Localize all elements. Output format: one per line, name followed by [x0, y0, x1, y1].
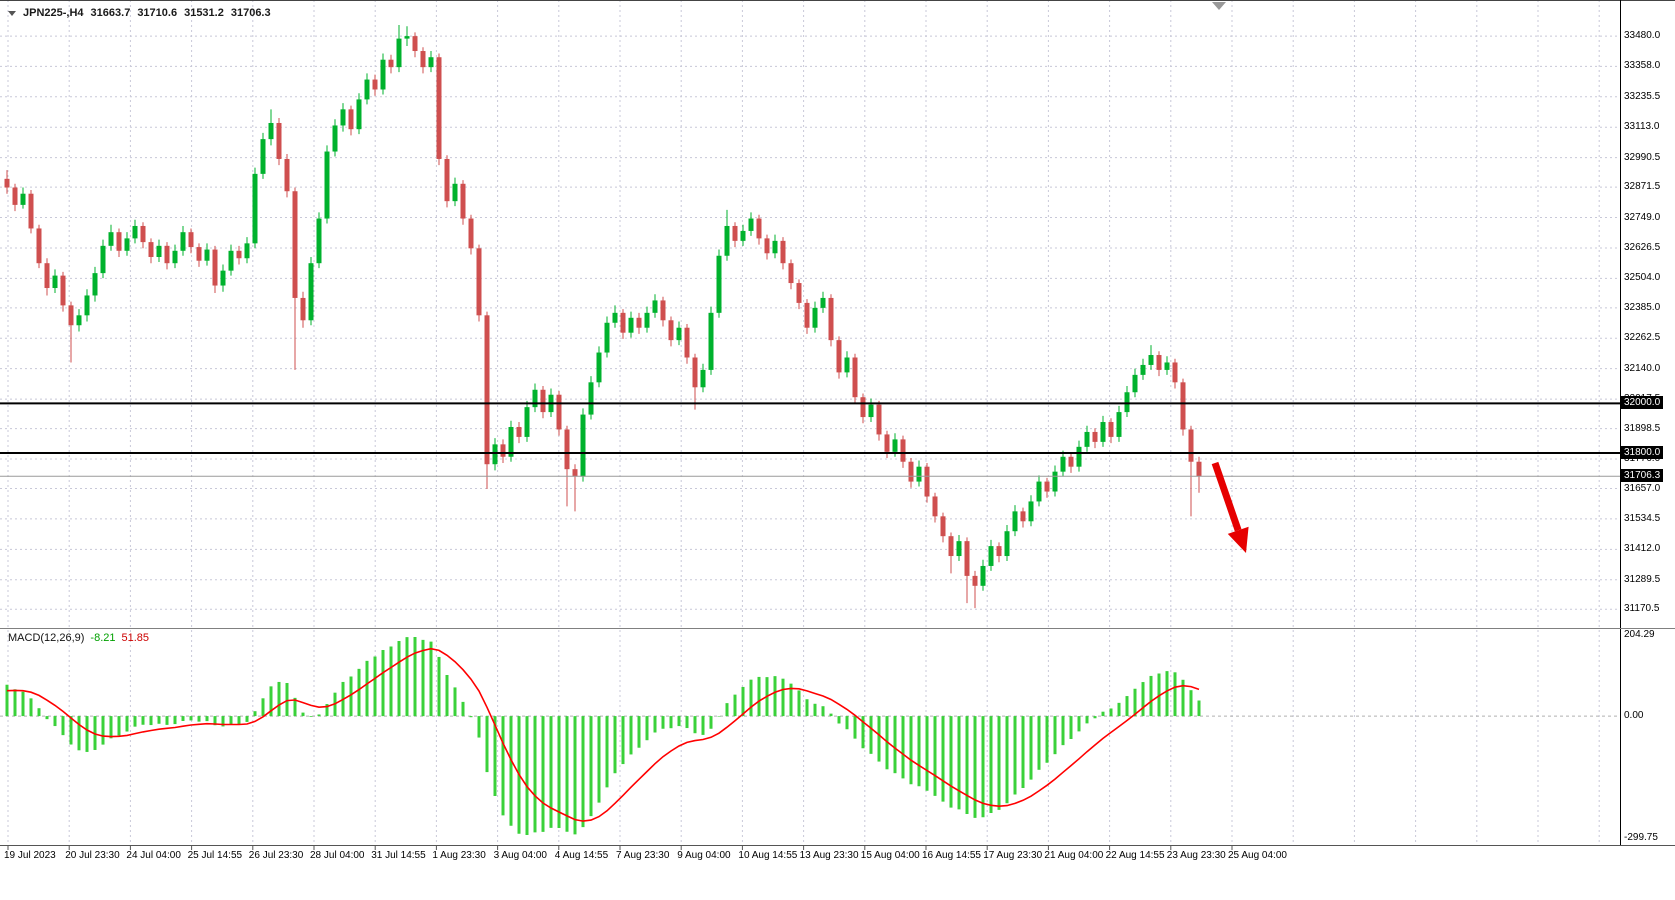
time-axis-label: 24 Jul 04:00 — [126, 850, 181, 861]
time-axis-label: 19 Jul 2023 — [4, 850, 56, 861]
price-axis-label: 33358.0 — [1624, 60, 1661, 72]
symbol-dropdown-icon[interactable] — [8, 10, 16, 16]
time-axis-label: 4 Aug 14:55 — [554, 850, 609, 861]
symbol-ohlc-header: JPN225-,H4 31663.7 31710.6 31531.2 31706… — [8, 7, 271, 19]
price-axis-label: 31898.5 — [1624, 422, 1661, 434]
time-axis-label: 20 Jul 23:30 — [65, 850, 120, 861]
macd-signal-value: 51.85 — [121, 632, 150, 644]
time-axis[interactable]: 19 Jul 2023 20 Jul 23:30 24 Jul 04:00 25 Ju… — [0, 845, 1675, 869]
panel-borders — [0, 0, 1675, 850]
ohlc-close-value: 31706.3 — [230, 7, 271, 19]
price-axis-label: 31657.0 — [1624, 482, 1661, 494]
time-axis-label: 7 Aug 23:30 — [616, 850, 670, 861]
time-axis-label: 16 Aug 14:55 — [922, 850, 981, 861]
time-axis-label: 9 Aug 04:00 — [677, 850, 731, 861]
macd-indicator-label: MACD(12,26,9) -8.21 51.85 — [8, 632, 149, 644]
price-axis-label: 32871.5 — [1624, 181, 1661, 193]
time-axis-label: 23 Aug 23:30 — [1166, 850, 1226, 861]
price-axis-label: 33113.0 — [1624, 121, 1660, 133]
price-axis-label: 32140.0 — [1624, 362, 1661, 374]
chart-shift-marker-icon — [1212, 2, 1226, 10]
price-axis-label: 33235.5 — [1624, 90, 1661, 102]
price-axis-label: 32990.5 — [1624, 151, 1661, 163]
symbol-timeframe-label: JPN225-,H4 — [23, 7, 84, 19]
price-axis[interactable]: 33480.0 33358.0 33235.5 33113.0 32990.5 32871… — [1620, 0, 1675, 845]
time-axis-label: 17 Aug 23:30 — [983, 850, 1043, 861]
time-axis-label: 25 Aug 04:00 — [1228, 850, 1287, 861]
time-axis-label: 13 Aug 23:30 — [799, 850, 859, 861]
macd-axis-label: -299.75 — [1624, 832, 1658, 843]
price-axis-label: 32626.5 — [1624, 241, 1661, 253]
price-axis-label: 32504.0 — [1624, 272, 1661, 284]
price-axis-label: 31289.5 — [1624, 573, 1661, 585]
time-axis-label: 31 Jul 14:55 — [371, 850, 426, 861]
macd-main-value: -8.21 — [90, 632, 116, 644]
time-axis-label: 15 Aug 04:00 — [860, 850, 920, 861]
time-axis-label: 25 Jul 14:55 — [187, 850, 243, 861]
macd-axis-label: 204.29 — [1624, 629, 1655, 640]
grid-layer — [0, 0, 1620, 845]
horizontal-level-lines[interactable] — [0, 402, 1620, 455]
price-axis-label: 31534.5 — [1624, 512, 1661, 524]
macd-axis-label: 0.00 — [1624, 710, 1644, 722]
time-axis-label: 26 Jul 23:30 — [248, 850, 304, 861]
price-axis-label: 31170.5 — [1624, 603, 1660, 615]
time-axis-label: 10 Aug 14:55 — [738, 850, 798, 861]
price-axis-label: 32262.5 — [1624, 332, 1661, 344]
ohlc-open-value: 31663.7 — [90, 7, 131, 19]
time-axis-label: 1 Aug 23:30 — [432, 850, 486, 861]
ohlc-high-value: 31710.6 — [137, 7, 178, 19]
macd-histogram — [5, 637, 1201, 835]
price-axis-label: 31412.0 — [1624, 543, 1661, 555]
time-axis-label: 3 Aug 04:00 — [493, 850, 547, 861]
macd-name: MACD(12,26,9) — [8, 632, 85, 644]
time-axis-label: 21 Aug 04:00 — [1044, 850, 1104, 861]
time-axis-label: 22 Aug 14:55 — [1105, 850, 1165, 861]
price-axis-label: 33480.0 — [1624, 30, 1661, 42]
level-price-box: 32000.0 — [1621, 396, 1664, 410]
candles-layer — [4, 24, 1202, 609]
price-axis-label: 32749.0 — [1624, 211, 1661, 223]
price-axis-label: 32385.0 — [1624, 301, 1661, 313]
macd-signal-line — [6, 647, 1200, 822]
current-price-box: 31706.3 — [1621, 469, 1664, 483]
ohlc-low-value: 31531.2 — [184, 7, 224, 19]
time-axis-label: 28 Jul 04:00 — [310, 850, 365, 861]
trend-arrow-annotation[interactable] — [1211, 461, 1249, 553]
level-price-box: 31800.0 — [1621, 446, 1664, 460]
